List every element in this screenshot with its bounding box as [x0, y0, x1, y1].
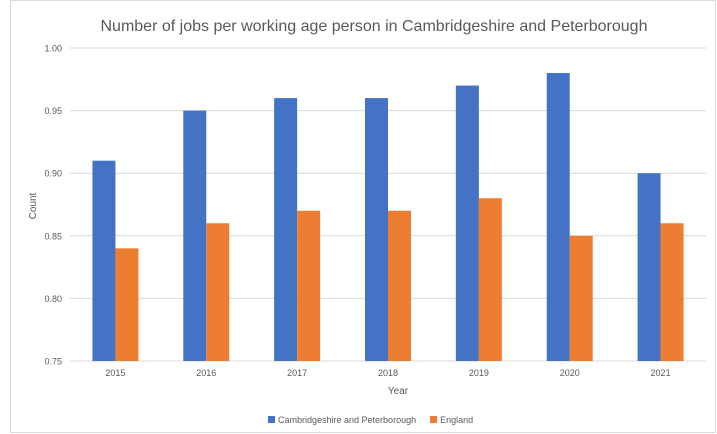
x-tick-label: 2017 — [287, 368, 307, 378]
bar-cambridgeshire-2018 — [365, 98, 388, 361]
bar-england-2021 — [660, 223, 684, 361]
bar-cambridgeshire-2021 — [637, 173, 661, 361]
bar-cambridgeshire-2017 — [274, 98, 298, 361]
x-tick-label: 2021 — [651, 368, 671, 378]
bars — [92, 73, 684, 361]
y-tick-label: 0.75 — [44, 357, 62, 367]
bar-england-2016 — [206, 223, 230, 361]
x-tick-label: 2018 — [378, 368, 398, 378]
legend-swatch — [268, 416, 275, 423]
x-tick-label: 2015 — [105, 368, 125, 378]
x-tick-label: 2019 — [469, 368, 489, 378]
x-axis-ticks: 2015 2016 2017 2018 2019 2020 2021 — [105, 368, 670, 378]
y-tick-label: 0.95 — [44, 106, 62, 116]
x-tick-label: 2016 — [196, 368, 216, 378]
y-tick-label: 1.00 — [44, 44, 62, 54]
x-axis-label: Year — [388, 386, 409, 397]
chart-title: Number of jobs per working age person in… — [101, 18, 648, 35]
y-tick-label: 0.85 — [44, 231, 62, 241]
legend: Cambridgeshire and Peterborough England — [268, 415, 473, 425]
y-tick-label: 0.90 — [44, 169, 62, 179]
bar-england-2017 — [297, 210, 321, 361]
legend-swatch — [430, 416, 438, 423]
bar-cambridgeshire-2016 — [183, 110, 207, 361]
bar-england-2018 — [388, 210, 411, 361]
bar-england-2019 — [478, 198, 502, 361]
x-tick-label: 2020 — [560, 368, 580, 378]
y-tick-label: 0.80 — [44, 294, 62, 304]
bar-cambridgeshire-2019 — [455, 85, 479, 361]
y-axis-ticks: 0.75 0.80 0.85 0.90 0.95 1.00 — [44, 44, 62, 367]
legend-label: England — [440, 415, 473, 425]
bar-england-2020 — [569, 235, 593, 361]
bar-england-2015 — [115, 248, 139, 361]
bar-cambridgeshire-2015 — [92, 160, 116, 361]
bar-cambridgeshire-2020 — [546, 73, 570, 361]
legend-label: Cambridgeshire and Peterborough — [278, 415, 416, 425]
y-axis-label: Count — [28, 192, 39, 219]
